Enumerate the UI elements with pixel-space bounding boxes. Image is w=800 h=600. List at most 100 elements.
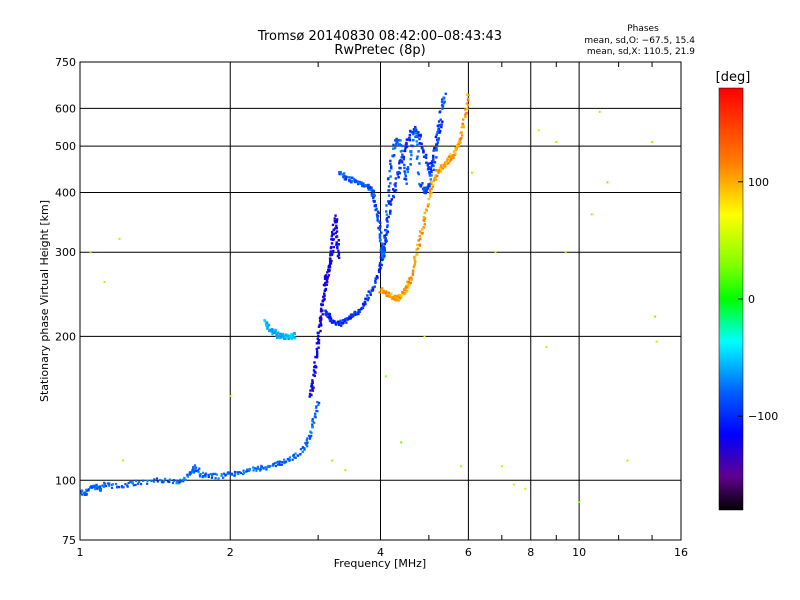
- data-point: [324, 309, 328, 313]
- data-point: [421, 231, 424, 235]
- data-point: [447, 162, 450, 165]
- data-point: [276, 463, 280, 466]
- data-point: [419, 237, 422, 241]
- data-point: [356, 180, 360, 183]
- data-point: [286, 333, 289, 337]
- data-point: [385, 213, 389, 216]
- data-point: [452, 156, 455, 159]
- data-point: [373, 194, 376, 197]
- data-point: [337, 256, 341, 260]
- data-point: [578, 501, 581, 504]
- data-point: [447, 158, 450, 161]
- data-point: [263, 319, 266, 322]
- data-point: [175, 482, 178, 485]
- data-point: [430, 191, 433, 195]
- data-point: [312, 386, 315, 389]
- data-point: [379, 238, 382, 242]
- data-point: [428, 191, 432, 194]
- data-point: [429, 167, 433, 171]
- data-point: [272, 462, 275, 466]
- data-point: [186, 475, 189, 478]
- data-point: [314, 364, 317, 368]
- x-tick-label: 10: [572, 546, 586, 559]
- data-point: [429, 194, 432, 197]
- x-axis-label: Frequency [MHz]: [334, 557, 426, 570]
- data-point: [427, 183, 431, 187]
- data-point: [337, 243, 341, 246]
- data-point: [291, 335, 294, 338]
- data-point: [336, 246, 339, 250]
- data-point: [328, 259, 332, 263]
- data-point: [430, 181, 434, 184]
- data-point: [439, 164, 443, 167]
- data-point: [462, 124, 465, 127]
- data-point: [434, 169, 438, 172]
- data-point: [321, 303, 324, 306]
- data-point: [428, 189, 432, 192]
- data-point: [431, 161, 434, 164]
- data-point: [371, 286, 374, 290]
- data-point: [264, 466, 267, 469]
- data-point: [134, 483, 137, 487]
- colorbar-label: [deg]: [716, 70, 751, 85]
- data-point: [310, 434, 313, 437]
- data-point: [457, 141, 461, 144]
- data-point: [432, 157, 435, 160]
- data-point: [321, 313, 324, 316]
- data-point: [336, 320, 340, 324]
- data-point: [204, 475, 207, 478]
- data-point: [236, 471, 239, 474]
- data-points: [80, 92, 658, 504]
- data-point: [335, 220, 338, 224]
- data-point: [410, 276, 413, 279]
- data-point: [433, 146, 436, 150]
- data-point: [418, 137, 421, 141]
- data-point: [331, 459, 334, 462]
- data-point: [413, 258, 416, 261]
- data-point: [311, 419, 314, 422]
- data-point: [330, 251, 334, 255]
- colorbar-tick-label: −100: [748, 410, 778, 423]
- data-point: [358, 180, 361, 184]
- data-point: [382, 247, 385, 250]
- data-point: [404, 178, 408, 181]
- data-point: [394, 139, 397, 142]
- data-point: [379, 225, 382, 228]
- data-point: [387, 200, 390, 203]
- data-point: [329, 317, 333, 320]
- data-point: [393, 146, 397, 150]
- data-point: [426, 185, 430, 188]
- data-point: [406, 289, 409, 293]
- data-point: [315, 356, 319, 359]
- data-point: [332, 249, 335, 253]
- data-point: [168, 478, 171, 481]
- data-point: [437, 120, 441, 123]
- data-point: [386, 230, 390, 233]
- data-point: [397, 294, 401, 297]
- data-point: [408, 133, 411, 137]
- data-point: [343, 174, 346, 178]
- x-axis-ticks: 1 2 4 6 8 10 16: [77, 62, 688, 559]
- data-point: [106, 482, 110, 485]
- data-point: [378, 236, 382, 239]
- data-point: [277, 334, 281, 337]
- data-point: [325, 279, 329, 282]
- data-point: [265, 468, 268, 471]
- data-point: [245, 470, 248, 473]
- data-point: [389, 162, 392, 166]
- data-point: [462, 118, 465, 121]
- data-point: [227, 471, 230, 474]
- data-point: [293, 332, 296, 335]
- data-point: [323, 292, 326, 295]
- data-point: [398, 162, 401, 165]
- data-point: [198, 475, 202, 478]
- data-point: [401, 161, 404, 164]
- data-point: [233, 470, 237, 474]
- data-point: [425, 189, 429, 192]
- data-point: [352, 177, 356, 181]
- data-point: [429, 178, 432, 181]
- data-point: [375, 275, 379, 278]
- data-point: [402, 288, 406, 291]
- data-point: [303, 448, 306, 451]
- data-point: [387, 185, 391, 188]
